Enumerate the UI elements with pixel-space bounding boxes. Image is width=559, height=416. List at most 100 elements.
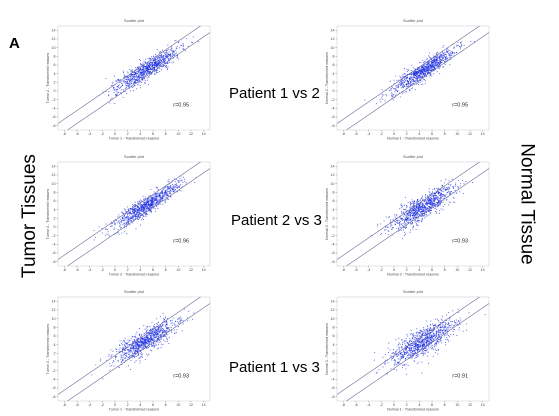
data-point <box>127 356 129 358</box>
data-point <box>140 208 142 210</box>
data-point <box>148 195 150 197</box>
data-point <box>120 221 122 223</box>
data-point <box>385 229 387 231</box>
data-point <box>165 330 167 333</box>
data-point <box>412 225 414 227</box>
data-point <box>143 346 145 348</box>
data-point <box>99 360 101 362</box>
lower-bound-line <box>346 168 490 267</box>
data-point <box>134 208 136 210</box>
x-tick-label: 6 <box>431 268 433 272</box>
data-point <box>410 215 412 217</box>
data-point <box>435 207 437 209</box>
data-point <box>397 219 399 221</box>
data-point <box>161 323 164 325</box>
data-point <box>382 98 384 100</box>
data-point <box>152 69 154 71</box>
y-tick-label: 6 <box>54 334 56 338</box>
data-point <box>430 204 432 206</box>
data-point <box>122 83 124 85</box>
data-point <box>143 74 145 76</box>
data-point <box>134 353 136 355</box>
data-point <box>417 77 419 80</box>
data-point <box>126 352 128 354</box>
data-point <box>449 191 451 193</box>
data-point <box>409 231 411 233</box>
data-point <box>398 228 400 230</box>
data-point <box>403 81 405 83</box>
data-point <box>101 227 103 229</box>
data-point <box>413 201 415 203</box>
data-point <box>415 217 417 219</box>
data-point <box>461 44 463 46</box>
data-point <box>156 58 158 60</box>
data-point <box>172 187 174 189</box>
data-point <box>138 349 140 351</box>
data-point <box>443 45 445 47</box>
data-point <box>111 97 113 99</box>
data-point <box>123 218 125 220</box>
data-point <box>143 345 145 347</box>
data-point <box>452 310 454 312</box>
data-point <box>420 68 422 70</box>
data-point <box>166 55 168 57</box>
data-point <box>180 319 182 321</box>
data-point <box>423 205 426 207</box>
data-point <box>443 54 445 56</box>
data-point <box>137 206 139 208</box>
x-tick-label: 0 <box>114 132 116 136</box>
data-point <box>390 226 392 228</box>
data-point <box>160 338 162 340</box>
y-tick-label: 6 <box>54 63 56 67</box>
data-point <box>160 57 162 59</box>
data-point <box>149 61 151 63</box>
data-point <box>137 342 139 344</box>
data-point <box>143 336 145 339</box>
data-point <box>424 66 426 68</box>
data-point <box>431 68 433 70</box>
data-point <box>424 78 426 81</box>
data-point <box>171 51 173 53</box>
data-point <box>146 202 148 204</box>
data-point <box>142 211 144 213</box>
data-point <box>427 70 429 72</box>
y-tick-label: 2 <box>333 217 335 221</box>
data-point <box>427 199 429 201</box>
data-point <box>162 195 164 197</box>
data-point <box>151 201 153 204</box>
data-point <box>162 312 164 314</box>
x-tick-label: 12 <box>189 132 193 136</box>
data-point <box>169 187 171 189</box>
data-point <box>173 191 175 193</box>
data-point <box>421 221 423 223</box>
data-point <box>416 221 418 223</box>
data-point <box>142 201 145 203</box>
y-tick-label: -2 <box>52 369 55 373</box>
data-point <box>118 219 120 222</box>
data-point <box>125 223 127 226</box>
data-point <box>428 62 430 64</box>
data-point <box>127 351 130 353</box>
x-tick-label: -6 <box>75 403 78 407</box>
data-point <box>162 344 164 346</box>
x-tick-label: 0 <box>393 132 395 136</box>
data-point <box>108 355 110 357</box>
data-point <box>409 206 411 208</box>
data-point <box>455 192 457 194</box>
data-point <box>143 340 145 342</box>
data-point <box>401 224 403 226</box>
plot-frame <box>57 25 211 131</box>
data-point <box>147 198 149 200</box>
data-point <box>105 223 107 225</box>
data-point <box>158 64 160 66</box>
data-point <box>422 217 424 219</box>
data-point <box>117 91 120 94</box>
data-point <box>435 53 437 55</box>
data-point <box>132 347 134 350</box>
data-point <box>405 212 407 214</box>
data-point <box>150 329 152 331</box>
data-point <box>427 210 429 212</box>
data-point <box>119 227 121 229</box>
data-point <box>157 71 159 74</box>
data-point <box>167 52 169 54</box>
